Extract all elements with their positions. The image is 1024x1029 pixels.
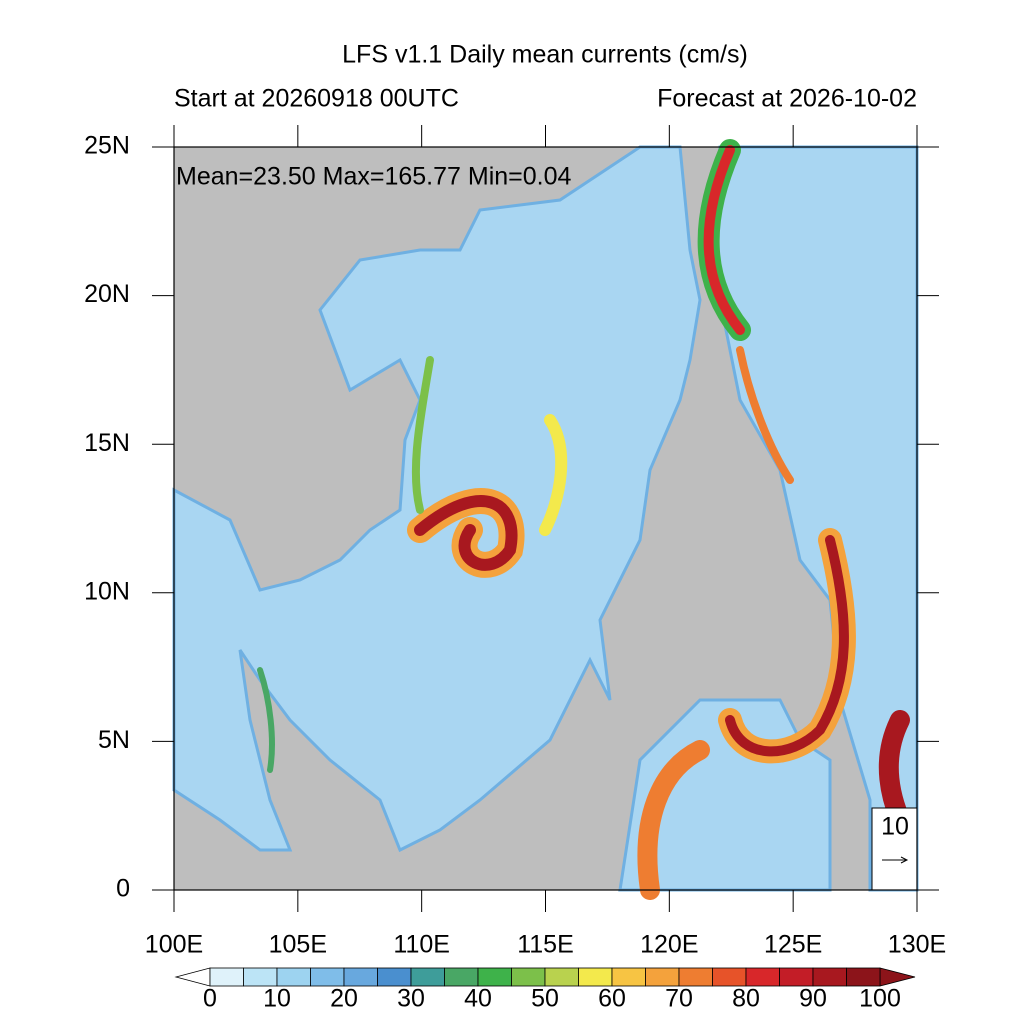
x-tick-label: 110E	[393, 931, 450, 959]
current	[539, 414, 568, 536]
colorbar-label: 0	[203, 985, 217, 1013]
colorbar-label: 20	[330, 985, 358, 1013]
reference-label: 10	[881, 813, 909, 841]
current	[637, 740, 710, 900]
y-tick-label: 0	[116, 875, 130, 903]
title: LFS v1.1 Daily mean currents (cm/s)	[342, 41, 748, 69]
colorbar-box	[243, 967, 278, 987]
colorbar-box	[209, 967, 244, 987]
colorbar-label: 90	[799, 985, 827, 1013]
ocean	[172, 145, 919, 892]
reference-box	[871, 807, 918, 891]
colorbar-label: 100	[859, 985, 901, 1013]
colorbar-box	[377, 967, 412, 987]
reference-arrow-head	[900, 856, 909, 864]
x-tick-label: 105E	[269, 931, 327, 959]
x-tick-label: 100E	[145, 931, 203, 959]
colorbar: 0 10 20 30 40 50 60 70 80 90 100	[174, 967, 916, 1013]
colorbar-label: 70	[665, 985, 693, 1013]
x-tick-label: 125E	[764, 931, 822, 959]
x-tick-label: 120E	[640, 931, 698, 959]
colorbar-label: 50	[531, 985, 559, 1013]
colorbar-box	[745, 967, 780, 987]
colorbar-label: 40	[464, 985, 492, 1013]
colorbar-box	[343, 967, 378, 987]
y-tick-label: 5N	[98, 726, 130, 754]
colorbar-box	[410, 967, 445, 987]
colorbar-box	[276, 967, 311, 987]
y-tick-label: 20N	[84, 280, 130, 308]
map: Mean=23.50 Max=165.77 Min=0.04 10 100E 10…	[84, 125, 946, 959]
colorbar-box	[712, 967, 747, 987]
colorbar-box	[611, 967, 646, 987]
colorbar-box	[846, 967, 881, 987]
current	[725, 535, 849, 757]
ocean-area	[172, 145, 702, 853]
colorbar-box	[578, 967, 613, 987]
colorbar-label: 60	[598, 985, 626, 1013]
current	[411, 356, 434, 514]
colorbar-box	[310, 967, 345, 987]
colorbar-box	[511, 967, 546, 987]
colorbar-box	[444, 967, 479, 987]
colorbar-box	[477, 967, 512, 987]
x-tick-label: 130E	[888, 931, 946, 959]
colorbar-box	[645, 967, 680, 987]
x-tick-label: 115E	[517, 931, 574, 959]
y-tick-label: 25N	[84, 132, 130, 160]
current	[414, 495, 518, 571]
colorbar-box	[678, 967, 713, 987]
colorbar-label: 30	[397, 985, 425, 1013]
colorbar-label: 80	[732, 985, 760, 1013]
current	[257, 667, 275, 773]
y-tick-label: 10N	[84, 577, 130, 605]
colorbar-label: 10	[263, 985, 291, 1013]
y-tick-label: 15N	[84, 429, 130, 457]
current	[703, 145, 745, 335]
current	[736, 346, 794, 484]
colorbar-box	[812, 967, 847, 987]
subtitle-left: Start at 20260918 00UTC	[174, 85, 459, 113]
colorbar-under	[174, 967, 211, 987]
stats: Mean=23.50 Max=165.77 Min=0.04	[176, 163, 572, 191]
colorbar-over	[879, 967, 916, 987]
colorbar-box	[544, 967, 579, 987]
colorbar-box	[779, 967, 814, 987]
subtitle-right: Forecast at 2026-10-02	[657, 85, 917, 113]
